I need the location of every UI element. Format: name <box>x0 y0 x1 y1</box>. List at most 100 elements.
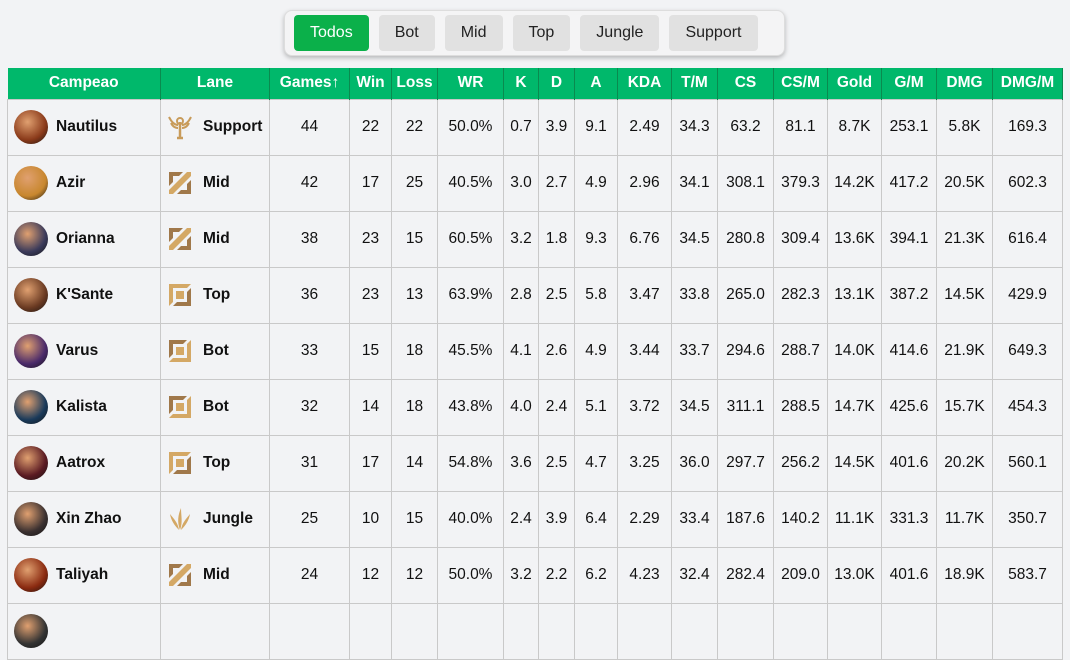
column-header-kda[interactable]: KDA <box>617 68 672 99</box>
stat-csm: 288.5 <box>773 378 828 436</box>
champion-name: Aatrox <box>56 454 106 471</box>
stat-kda: 6.76 <box>617 210 672 268</box>
stat-tm: 34.3 <box>671 98 718 156</box>
stat-gold: 14.0K <box>827 322 882 380</box>
stat-cs: 63.2 <box>717 98 774 156</box>
stat-csm: 256.2 <box>773 434 828 492</box>
table-row[interactable]: Varus Bot 33 15 18 45.5% 4.1 2.6 4.9 3.44 33.7 294.… <box>7 322 1063 380</box>
stat-kda: 2.29 <box>617 490 672 548</box>
stat-games: 33 <box>269 322 350 380</box>
stat-loss: 15 <box>391 210 438 268</box>
mid-icon <box>169 172 191 194</box>
stat-wr: 60.5% <box>437 210 504 268</box>
column-header-win[interactable]: Win <box>349 68 392 99</box>
column-header-wr[interactable]: WR <box>437 68 504 99</box>
stat-loss: 15 <box>391 490 438 548</box>
column-header-gold[interactable]: Gold <box>827 68 882 99</box>
lane-name: Mid <box>203 566 230 583</box>
stat-k: 4.0 <box>503 378 539 436</box>
column-header-loss[interactable]: Loss <box>391 68 438 99</box>
stat-wr: 40.0% <box>437 490 504 548</box>
stat-kda: 3.44 <box>617 322 672 380</box>
stat-gm: 387.2 <box>881 266 937 324</box>
filter-mid-button[interactable]: Mid <box>444 15 503 51</box>
stat-k: 0.7 <box>503 98 539 156</box>
stat-games: 25 <box>269 490 350 548</box>
column-header-dmg[interactable]: DMG <box>936 68 993 99</box>
lane-name: Bot <box>203 398 229 415</box>
stat-loss <box>391 602 438 660</box>
champion-avatar <box>14 390 48 424</box>
column-header-gm[interactable]: G/M <box>881 68 937 99</box>
stat-win <box>349 602 392 660</box>
stat-cs: 280.8 <box>717 210 774 268</box>
stat-dmg: 18.9K <box>936 546 993 604</box>
stat-gm: 414.6 <box>881 322 937 380</box>
table-row[interactable]: Aatrox Top 31 17 14 54.8% 3.6 2.5 4.7 3.25 36.0 297… <box>7 434 1063 492</box>
stat-dmg: 20.2K <box>936 434 993 492</box>
column-header-a[interactable]: A <box>574 68 618 99</box>
lane-cell: Mid <box>160 546 270 604</box>
stat-dmgm: 350.7 <box>992 490 1063 548</box>
filter-jungle-button[interactable]: Jungle <box>580 15 660 51</box>
table-row[interactable]: Orianna Mid 38 23 15 60.5% 3.2 1.8 9.3 6.76 34.5 28… <box>7 210 1063 268</box>
stat-gm <box>881 602 937 660</box>
champion-name: Nautilus <box>56 118 118 135</box>
stat-k: 2.4 <box>503 490 539 548</box>
top-icon <box>169 452 191 474</box>
column-header-csm[interactable]: CS/M <box>773 68 828 99</box>
stat-kda: 2.49 <box>617 98 672 156</box>
column-header-k[interactable]: K <box>503 68 539 99</box>
column-header-dmgm[interactable]: DMG/M <box>992 68 1063 99</box>
stat-games: 24 <box>269 546 350 604</box>
champion-cell: Taliyah <box>7 546 161 604</box>
filter-support-button[interactable]: Support <box>669 15 758 51</box>
stat-dmg: 14.5K <box>936 266 993 324</box>
stat-k: 3.0 <box>503 154 539 212</box>
stat-dmgm: 560.1 <box>992 434 1063 492</box>
stat-a: 5.1 <box>574 378 618 436</box>
column-header-cs[interactable]: CS <box>717 68 774 99</box>
table-row[interactable]: Taliyah Mid 24 12 12 50.0% 3.2 2.2 6.2 4.23 32.4 28… <box>7 546 1063 604</box>
stat-wr: 63.9% <box>437 266 504 324</box>
table-row[interactable]: K'Sante Top 36 23 13 63.9% 2.8 2.5 5.8 3.47 33.8 26… <box>7 266 1063 324</box>
lane-name: Mid <box>203 230 230 247</box>
column-header-games[interactable]: Games↑ <box>269 68 350 99</box>
stat-cs: 311.1 <box>717 378 774 436</box>
stat-csm <box>773 602 828 660</box>
column-header-lane[interactable]: Lane <box>160 68 270 99</box>
champion-avatar <box>14 166 48 200</box>
stat-tm: 33.7 <box>671 322 718 380</box>
stat-dmg: 21.3K <box>936 210 993 268</box>
champion-name: Orianna <box>56 230 115 247</box>
table-row[interactable]: Kalista Bot 32 14 18 43.8% 4.0 2.4 5.1 3.72 34.5 31… <box>7 378 1063 436</box>
table-row[interactable] <box>7 602 1063 660</box>
stat-d: 3.9 <box>538 98 575 156</box>
filter-bot-button[interactable]: Bot <box>378 15 435 51</box>
column-header-campeao[interactable]: Campeao <box>7 68 161 99</box>
champion-name: Xin Zhao <box>56 510 122 527</box>
filter-top-button[interactable]: Top <box>512 15 571 51</box>
table-row[interactable]: Nautilus Support 44 22 22 50.0% 0.7 3.9 9.1 2.49 3… <box>7 98 1063 156</box>
champion-name: K'Sante <box>56 286 114 303</box>
champion-cell: Azir <box>7 154 161 212</box>
stat-wr: 43.8% <box>437 378 504 436</box>
table-row[interactable]: Xin Zhao Jungle 25 10 15 40.0% 2.4 3.9 6.4 2.29 33… <box>7 490 1063 548</box>
stat-win: 17 <box>349 154 392 212</box>
stat-d: 2.7 <box>538 154 575 212</box>
stat-csm: 81.1 <box>773 98 828 156</box>
lane-cell: Bot <box>160 322 270 380</box>
stat-tm: 34.5 <box>671 378 718 436</box>
stat-loss: 18 <box>391 378 438 436</box>
table-row[interactable]: Azir Mid 42 17 25 40.5% 3.0 2.7 4.9 2.96 34.1 308.1… <box>7 154 1063 212</box>
stat-games: 38 <box>269 210 350 268</box>
champion-avatar <box>14 110 48 144</box>
stat-tm: 33.8 <box>671 266 718 324</box>
stat-kda: 3.72 <box>617 378 672 436</box>
stat-d: 2.4 <box>538 378 575 436</box>
stat-games: 32 <box>269 378 350 436</box>
column-header-d[interactable]: D <box>538 68 575 99</box>
column-header-tm[interactable]: T/M <box>671 68 718 99</box>
stat-tm: 34.1 <box>671 154 718 212</box>
filter-todos-button[interactable]: Todos <box>294 15 369 51</box>
